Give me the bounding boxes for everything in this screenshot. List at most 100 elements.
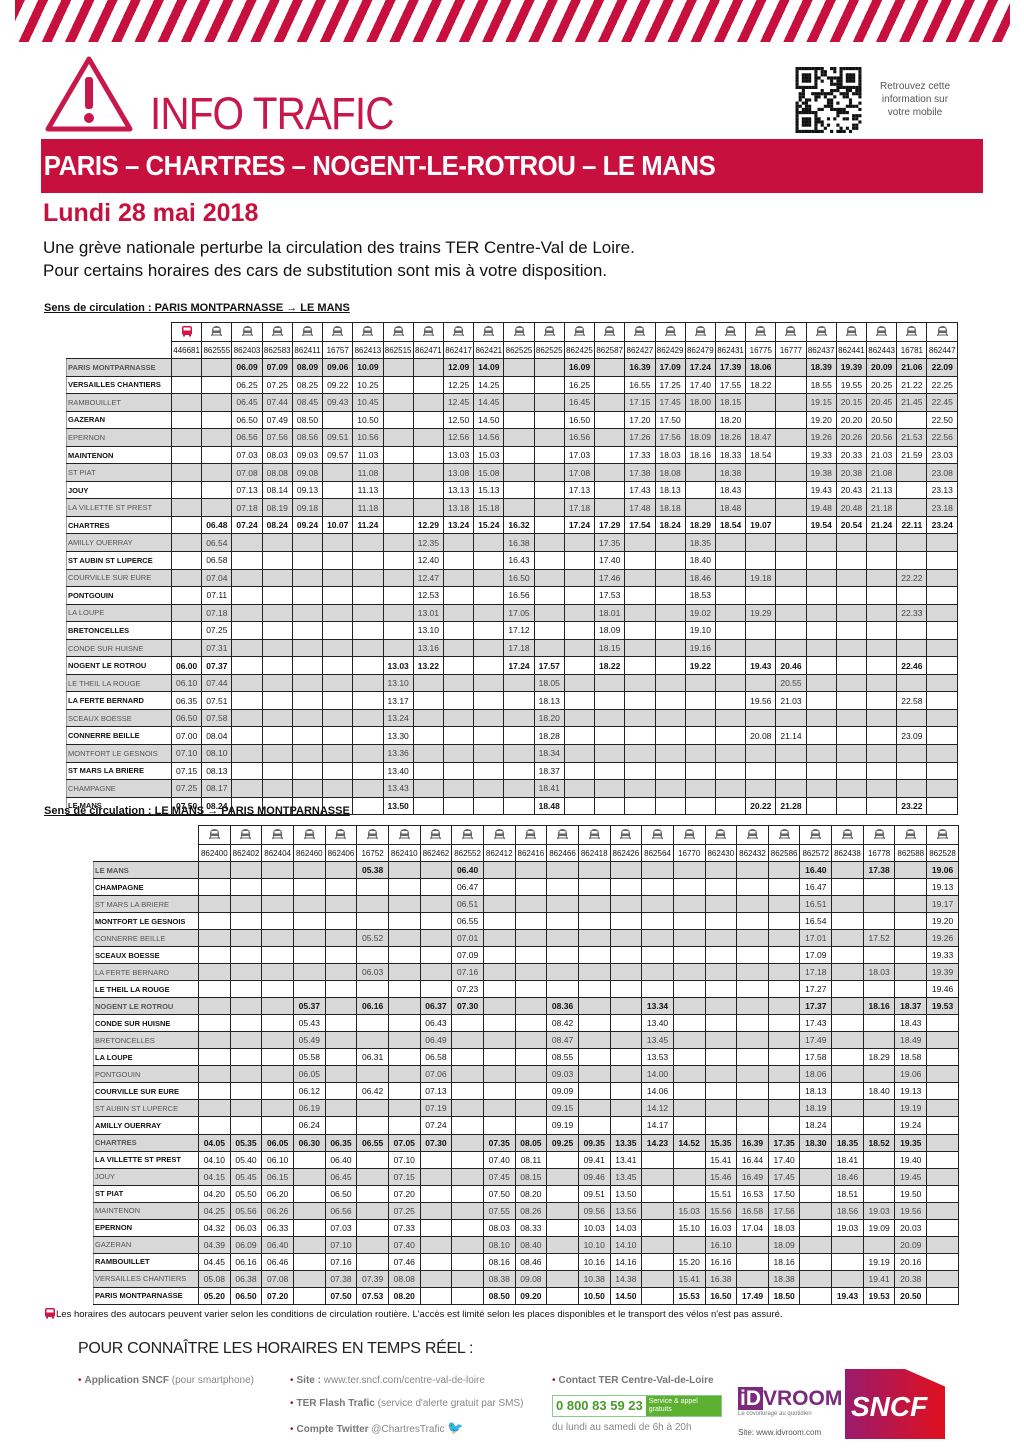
phone-number[interactable]: 0 800 83 59 23 Service & appel gratuits — [552, 1395, 722, 1417]
departure-time: 19.38 — [805, 463, 837, 482]
departure-time: 09.56 — [577, 1201, 611, 1220]
departure-time: 18.13 — [799, 1082, 833, 1101]
qr-code[interactable] — [795, 67, 862, 133]
twitter-link[interactable]: • Compte Twitter @ChartresTrafic 🐦 — [290, 1420, 464, 1435]
train-icon — [624, 322, 656, 342]
departure-time — [482, 946, 516, 965]
train-icon — [533, 322, 565, 342]
train-icon — [594, 322, 626, 342]
train-icon — [736, 825, 769, 845]
departure-time: 12.56 — [442, 428, 475, 447]
departure-time — [775, 410, 807, 430]
departure-time — [654, 726, 686, 746]
departure-time: 17.53 — [594, 586, 626, 605]
departure-time — [324, 878, 358, 897]
departure-time — [563, 708, 596, 728]
departure-time — [261, 1031, 294, 1050]
departure-time — [322, 533, 354, 553]
departure-time — [503, 726, 535, 746]
table-row: JOUY 04.15 05.45 06.15 06.45 07.15 07.45 08.15 0… — [93, 1167, 959, 1186]
departure-time: 05.49 — [292, 1031, 326, 1050]
departure-time — [926, 656, 958, 675]
departure-time: 17.56 — [767, 1201, 801, 1220]
station-name: CONDE SUR HUISNE — [66, 638, 172, 658]
departure-time — [419, 980, 453, 999]
departure-time — [577, 997, 611, 1016]
departure-time — [926, 1082, 959, 1101]
departure-time — [672, 1150, 706, 1169]
departure-time — [201, 375, 233, 395]
departure-time: 18.47 — [745, 428, 777, 447]
departure-time — [261, 551, 293, 570]
departure-time — [419, 1269, 453, 1288]
departure-time: 17.33 — [624, 445, 656, 465]
departure-time — [654, 621, 686, 640]
departure-time — [201, 393, 233, 412]
departure-time: 16.40 — [799, 860, 833, 880]
departure-time: 19.33 — [805, 445, 837, 465]
departure-time — [451, 1031, 484, 1050]
departure-time — [609, 946, 643, 965]
departure-time — [594, 796, 626, 816]
departure-time — [482, 997, 516, 1016]
departure-time: 15.24 — [473, 515, 505, 535]
departure-time — [324, 895, 358, 914]
train-icon — [805, 322, 837, 342]
departure-time: 19.22 — [684, 656, 716, 675]
departure-time — [382, 375, 414, 395]
departure-time: 05.20 — [198, 1286, 231, 1305]
departure-time: 17.57 — [533, 656, 565, 675]
departure-time — [894, 963, 928, 982]
departure-time: 07.20 — [261, 1286, 294, 1305]
train-icon — [324, 825, 358, 845]
departure-time: 06.40 — [324, 1150, 358, 1169]
train-number: 862431 — [714, 341, 747, 359]
departure-time — [767, 963, 801, 982]
departure-time — [641, 1252, 674, 1271]
table-row: PARIS MONTPARNASSE 05.20 06.50 07.20 07.50 07… — [93, 1286, 959, 1305]
departure-time — [382, 568, 414, 588]
train-icon — [577, 825, 611, 845]
departure-time — [261, 1099, 294, 1118]
station-name: ST MARS LA BRIERE — [66, 761, 172, 781]
departure-time — [352, 603, 384, 623]
departure-time — [482, 980, 516, 999]
departure-time — [292, 1167, 326, 1186]
departure-time: 17.50 — [767, 1184, 801, 1203]
departure-time — [291, 568, 324, 588]
table-row: JOUY 07.13 08.14 09.13 11.13 13.13 15.13 17.13 1… — [66, 480, 958, 500]
departure-time: 20.50 — [866, 410, 898, 430]
departure-time — [736, 1099, 769, 1118]
departure-time: 14.50 — [473, 410, 505, 430]
train-icon — [292, 825, 326, 845]
departure-time — [352, 726, 384, 746]
departure-time — [609, 1116, 643, 1135]
departure-time — [324, 997, 358, 1016]
train-number: 862572 — [799, 844, 833, 862]
departure-time: 07.45 — [482, 1167, 516, 1186]
departure-time — [835, 708, 868, 728]
departure-time: 18.24 — [654, 515, 686, 535]
departure-time: 18.50 — [767, 1286, 801, 1305]
departure-time — [231, 621, 263, 640]
station-name: CONNERRE BEILLE — [66, 726, 172, 746]
train-icon — [563, 322, 596, 342]
departure-time: 18.38 — [767, 1269, 801, 1288]
departure-time — [412, 779, 444, 798]
departure-time: 13.50 — [609, 1184, 643, 1203]
site-link[interactable]: • Site : www.ter.sncf.com/centre-val-de-l… — [290, 1375, 485, 1386]
departure-time: 04.15 — [198, 1167, 231, 1186]
table-row: LE THEIL LA ROUGE 06.10 07.44 13.10 18.05 20.… — [66, 673, 958, 693]
departure-time — [609, 1031, 643, 1050]
departure-time: 19.10 — [684, 621, 716, 640]
departure-time — [198, 997, 231, 1016]
departure-time — [352, 779, 384, 798]
departure-time: 08.03 — [482, 1218, 516, 1237]
departure-time — [229, 1082, 263, 1101]
train-number: 862564 — [641, 844, 674, 862]
train-number: 862528 — [926, 844, 959, 862]
train-icon — [201, 322, 233, 342]
train-number: 862525 — [503, 341, 535, 359]
corner-cell — [67, 342, 172, 359]
departure-time — [473, 796, 505, 816]
